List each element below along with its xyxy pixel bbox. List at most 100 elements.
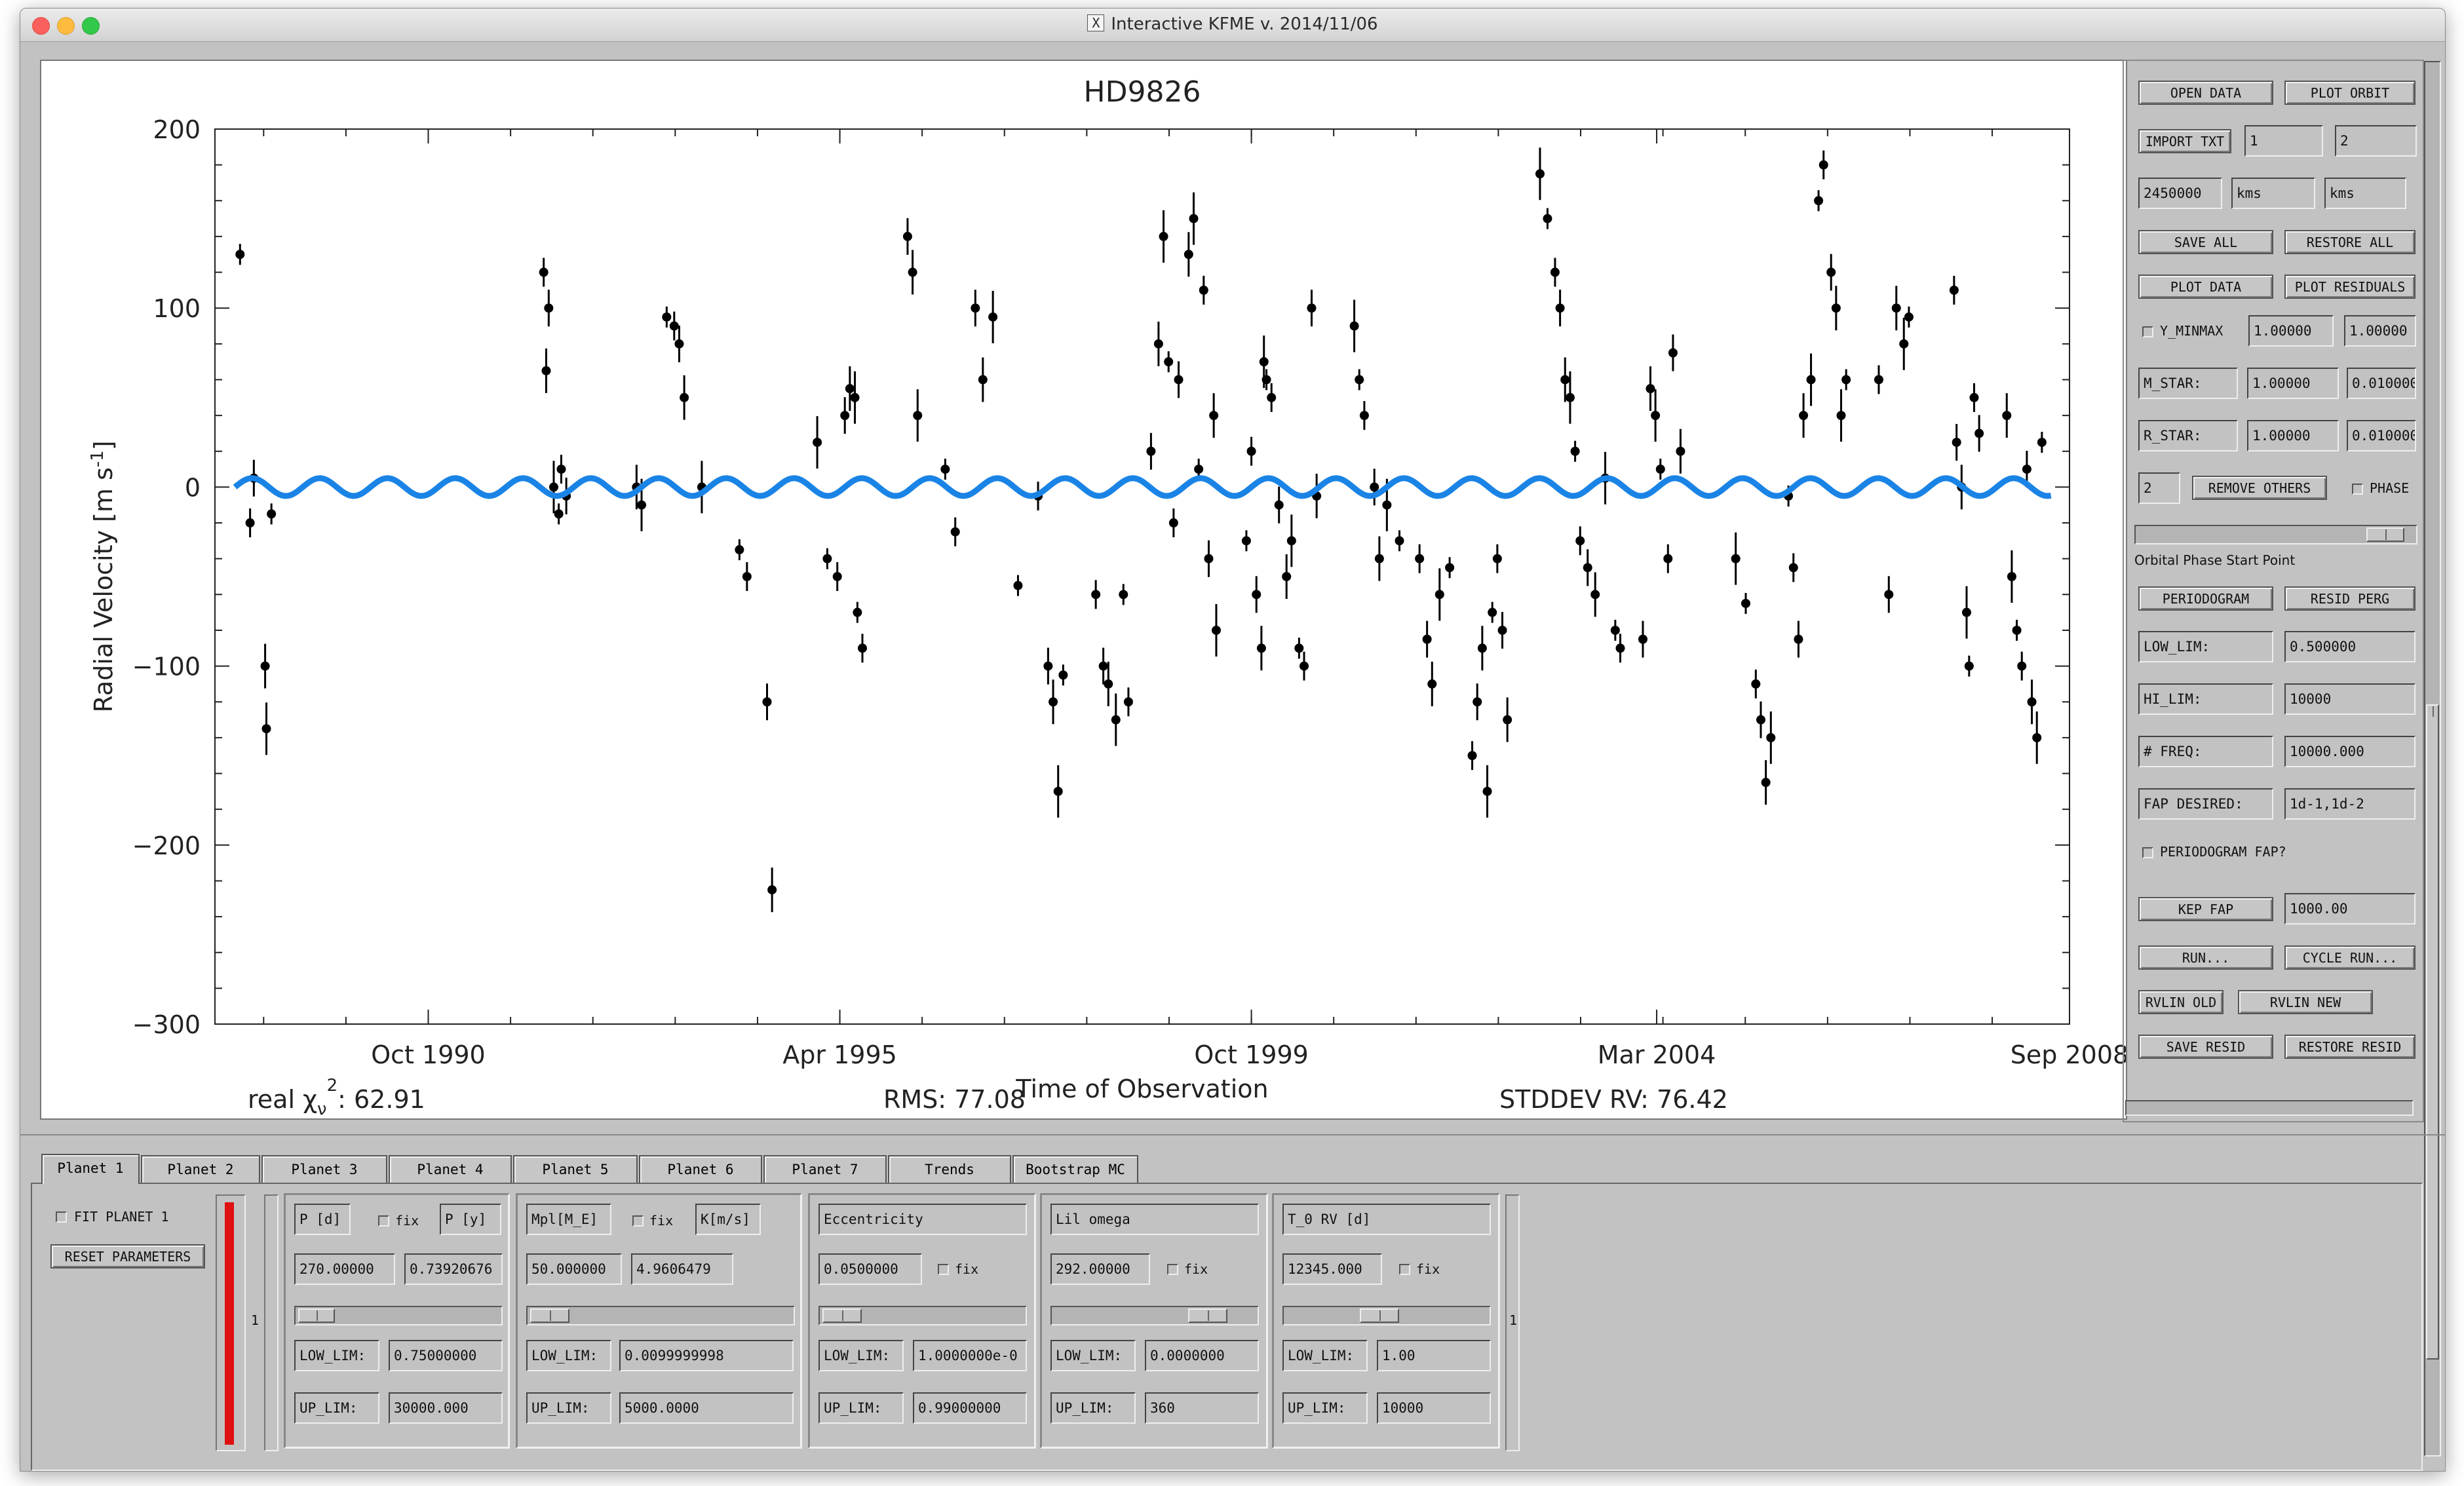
tab-planet-4[interactable]: Planet 4	[389, 1155, 512, 1183]
low-lim-field[interactable]: 0.500000	[2284, 631, 2416, 662]
omega-fix-checkbox[interactable]	[1167, 1264, 1178, 1275]
mass-low-lim-label[interactable]: LOW_LIM:	[526, 1340, 611, 1371]
eccentricity-fix-checkbox[interactable]	[938, 1264, 949, 1275]
eccentricity-up-lim-label[interactable]: UP_LIM:	[818, 1392, 904, 1424]
y-minmax-checkbox[interactable]	[2142, 326, 2153, 337]
omega-slider[interactable]	[1050, 1306, 1259, 1325]
cycle-run-button[interactable]: CYCLE RUN...	[2284, 945, 2416, 970]
plot-data-button[interactable]: PLOT DATA	[2138, 275, 2273, 299]
t0-slider[interactable]	[1282, 1306, 1491, 1325]
tab-planet-3[interactable]: Planet 3	[261, 1155, 387, 1183]
mass-label[interactable]: Mpl[M_E]	[526, 1204, 611, 1235]
tab-planet-5[interactable]: Planet 5	[513, 1155, 638, 1183]
restore-resid-button[interactable]: RESTORE RESID	[2284, 1035, 2416, 1059]
unit2-field[interactable]: kms	[2324, 178, 2406, 209]
fap-desired-label-field[interactable]: FAP DESIRED:	[2138, 788, 2273, 820]
t0-up-lim-field[interactable]: 10000	[1377, 1392, 1491, 1424]
unit1-field[interactable]: kms	[2231, 178, 2315, 209]
tab-planet-7[interactable]: Planet 7	[763, 1155, 887, 1183]
omega-low-lim-label[interactable]: LOW_LIM:	[1050, 1340, 1136, 1371]
tab-bootstrap-mc[interactable]: Bootstrap MC	[1012, 1155, 1138, 1183]
eccentricity-up-lim-field[interactable]: 0.99000000	[913, 1392, 1027, 1424]
t0-low-lim-label[interactable]: LOW_LIM:	[1282, 1340, 1368, 1371]
r-star-error-field[interactable]: 0.0100000	[2347, 420, 2416, 451]
tab-planet-2[interactable]: Planet 2	[141, 1155, 260, 1183]
kep-fap-button[interactable]: KEP FAP	[2138, 897, 2273, 921]
nfreq-field[interactable]: 10000.000	[2284, 736, 2416, 767]
t0-slider-thumb[interactable]	[1360, 1308, 1399, 1323]
zoom-window-button[interactable]	[82, 17, 100, 35]
mass-slider[interactable]	[526, 1306, 795, 1325]
eccentricity-low-lim-field[interactable]: 1.0000000e-0	[913, 1340, 1027, 1371]
window-vertical-scrollbar[interactable]	[2424, 61, 2441, 1457]
import-column2-field[interactable]: 2	[2335, 125, 2417, 157]
m-star-label-field[interactable]: M_STAR:	[2138, 368, 2238, 399]
save-resid-button[interactable]: SAVE RESID	[2138, 1035, 2273, 1059]
minimize-window-button[interactable]	[57, 17, 75, 35]
tab-planet-6[interactable]: Planet 6	[639, 1155, 762, 1183]
mass-fix-checkbox[interactable]	[632, 1215, 644, 1227]
mass-field[interactable]: 50.000000	[526, 1253, 622, 1285]
plot-orbit-button[interactable]: PLOT ORBIT	[2284, 81, 2416, 105]
period-up-lim-label[interactable]: UP_LIM:	[294, 1392, 379, 1424]
eccentricity-slider-thumb[interactable]	[822, 1308, 862, 1323]
period-slider-thumb[interactable]	[298, 1308, 335, 1323]
remove-others-button[interactable]: REMOVE OTHERS	[2192, 476, 2327, 500]
k-label[interactable]: K[m/s]	[695, 1204, 761, 1235]
open-data-button[interactable]: OPEN DATA	[2138, 81, 2273, 105]
hi-lim-field[interactable]: 10000	[2284, 683, 2416, 715]
omega-field[interactable]: 292.00000	[1050, 1253, 1150, 1285]
eccentricity-label[interactable]: Eccentricity	[818, 1204, 1027, 1235]
mass-up-lim-label[interactable]: UP_LIM:	[526, 1392, 611, 1424]
window-vertical-scrollbar-thumb[interactable]	[2426, 704, 2439, 1360]
period-days-label[interactable]: P [d]	[294, 1204, 351, 1235]
close-window-button[interactable]	[32, 17, 50, 35]
omega-label[interactable]: Lil omega	[1050, 1204, 1259, 1235]
t0-up-lim-label[interactable]: UP_LIM:	[1282, 1392, 1368, 1424]
omega-up-lim-field[interactable]: 360	[1145, 1392, 1259, 1424]
plot-residuals-button[interactable]: PLOT RESIDUALS	[2284, 275, 2416, 299]
run-button[interactable]: RUN...	[2138, 945, 2273, 970]
mass-up-lim-field[interactable]: 5000.0000	[619, 1392, 794, 1424]
y-max-field[interactable]: 1.00000	[2344, 315, 2416, 347]
eccentricity-field[interactable]: 0.0500000	[818, 1253, 922, 1285]
phase-checkbox[interactable]	[2352, 484, 2363, 495]
low-lim-label-field[interactable]: LOW_LIM:	[2138, 631, 2273, 662]
period-fix-checkbox[interactable]	[378, 1215, 389, 1227]
m-star-field[interactable]: 1.00000	[2247, 368, 2339, 399]
tab-trends[interactable]: Trends	[888, 1155, 1011, 1183]
period-slider[interactable]	[294, 1306, 503, 1325]
rvlin-new-button[interactable]: RVLIN NEW	[2238, 990, 2373, 1014]
period-up-lim-field[interactable]: 30000.000	[389, 1392, 503, 1424]
k-field[interactable]: 4.9606479	[631, 1253, 733, 1285]
kep-fap-field[interactable]: 1000.00	[2284, 893, 2416, 924]
t0-field[interactable]: 12345.000	[1282, 1253, 1382, 1285]
period-years-field[interactable]: 0.73920676	[404, 1253, 503, 1285]
save-all-button[interactable]: SAVE ALL	[2138, 230, 2273, 254]
hi-lim-label-field[interactable]: HI_LIM:	[2138, 683, 2273, 715]
t0-low-lim-field[interactable]: 1.00	[1377, 1340, 1491, 1371]
period-low-lim-field[interactable]: 0.75000000	[389, 1340, 503, 1371]
mass-low-lim-field[interactable]: 0.0099999998	[619, 1340, 794, 1371]
mass-slider-thumb[interactable]	[530, 1308, 569, 1323]
omega-up-lim-label[interactable]: UP_LIM:	[1050, 1392, 1136, 1424]
jd-offset-field[interactable]: 2450000	[2138, 178, 2222, 209]
omega-slider-thumb[interactable]	[1188, 1308, 1227, 1323]
resid-perg-button[interactable]: RESID PERG	[2284, 586, 2416, 611]
nfreq-label-field[interactable]: # FREQ:	[2138, 736, 2273, 767]
eccentricity-low-lim-label[interactable]: LOW_LIM:	[818, 1340, 904, 1371]
r-star-label-field[interactable]: R_STAR:	[2138, 420, 2238, 451]
t0-fix-checkbox[interactable]	[1399, 1264, 1410, 1275]
omega-low-lim-field[interactable]: 0.0000000	[1145, 1340, 1259, 1371]
fap-desired-field[interactable]: 1d-1,1d-2	[2284, 788, 2416, 820]
y-min-field[interactable]: 1.00000	[2248, 315, 2334, 347]
period-low-lim-label[interactable]: LOW_LIM:	[294, 1340, 379, 1371]
eccentricity-slider[interactable]	[818, 1306, 1027, 1325]
period-years-label[interactable]: P [y]	[440, 1204, 501, 1235]
phase-start-slider-thumb[interactable]	[2366, 527, 2404, 542]
r-star-field[interactable]: 1.00000	[2247, 420, 2339, 451]
periodogram-button[interactable]: PERIODOGRAM	[2138, 586, 2273, 611]
fit-planet-checkbox[interactable]	[56, 1211, 67, 1223]
remove-count-field[interactable]: 2	[2138, 472, 2180, 504]
import-txt-button[interactable]: IMPORT TXT	[2138, 129, 2231, 153]
